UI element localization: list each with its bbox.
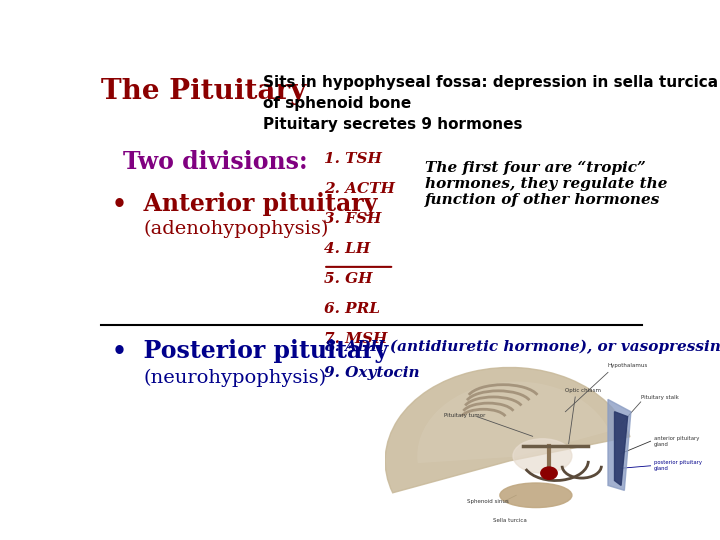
Ellipse shape [500,483,572,508]
Ellipse shape [513,438,572,473]
Text: Pituitary stalk: Pituitary stalk [641,395,679,401]
Text: anterior pituitary
gland: anterior pituitary gland [654,436,699,447]
Text: 5. GH: 5. GH [324,272,373,286]
Text: (adenohypophysis): (adenohypophysis) [143,219,328,238]
Text: Sphenoid sinus: Sphenoid sinus [467,498,509,504]
Wedge shape [418,382,608,462]
Polygon shape [615,411,628,485]
Text: 9. Oxytocin: 9. Oxytocin [324,366,420,380]
Text: (neurohypophysis): (neurohypophysis) [143,368,326,387]
Text: Pituitary secretes 9 hormones: Pituitary secretes 9 hormones [263,117,523,132]
Text: Pituitary tumor: Pituitary tumor [444,413,485,417]
Text: The first four are “tropic”
hormones, they regulate the
function of other hormon: The first four are “tropic” hormones, th… [425,160,667,207]
Wedge shape [385,368,630,493]
Text: 4. LH: 4. LH [324,242,371,256]
Text: posterior pituitary
gland: posterior pituitary gland [654,461,702,471]
Text: 8. ADH (antidiuretic hormone), or vasopressin: 8. ADH (antidiuretic hormone), or vasopr… [324,339,720,354]
Text: 1. TSH: 1. TSH [324,152,382,166]
Text: Hypothalamus: Hypothalamus [608,363,648,368]
Text: 3. FSH: 3. FSH [324,212,382,226]
Text: 6. PRL: 6. PRL [324,302,380,316]
Polygon shape [608,400,631,490]
Text: Sella turcica: Sella turcica [492,518,526,523]
Text: •  Anterior pituitary: • Anterior pituitary [112,192,378,215]
Text: •  Posterior pituitary: • Posterior pituitary [112,339,389,363]
Text: 2. ACTH: 2. ACTH [324,182,395,196]
Circle shape [541,467,557,480]
Text: The Pituitary: The Pituitary [101,78,307,105]
Text: Two divisions:: Two divisions: [124,150,308,174]
Text: 7. MSH: 7. MSH [324,332,388,346]
Text: Sits in hypophyseal fossa: depression in sella turcica: Sits in hypophyseal fossa: depression in… [263,75,718,90]
Text: Optic chiasm: Optic chiasm [565,388,601,393]
Text: of sphenoid bone: of sphenoid bone [263,96,411,111]
